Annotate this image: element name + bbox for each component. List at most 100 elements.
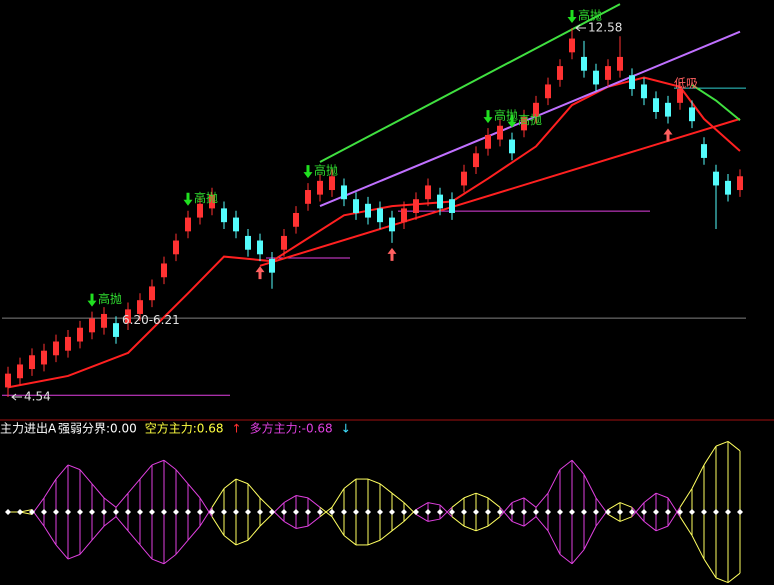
indicator-label: ↑ [232, 422, 242, 436]
osc-edge [379, 483, 393, 494]
candle-body [209, 194, 215, 209]
osc-edge-mirror [91, 483, 105, 499]
zero-dot [209, 509, 215, 515]
osc-edge-mirror [607, 513, 621, 522]
osc-edge [487, 497, 501, 508]
candle-body [77, 327, 83, 342]
zero-dot [185, 509, 191, 515]
osc-edge-mirror [703, 558, 717, 579]
zero-dot [53, 509, 59, 515]
candle-body [389, 217, 395, 232]
indicator-label: 多方主力:-0.68 [250, 421, 333, 436]
zero-dot [413, 509, 419, 515]
indicator-line [7, 76, 741, 389]
zero-dot [617, 509, 623, 515]
osc-edge [55, 544, 69, 560]
osc-edge-mirror [115, 492, 129, 508]
sell-arrow [507, 114, 517, 128]
zero-dot [689, 509, 695, 515]
osc-edge-mirror [103, 497, 117, 508]
candle-body [725, 180, 731, 195]
zero-dot [41, 509, 47, 515]
candle-body [317, 180, 323, 195]
buy-arrow [387, 247, 397, 261]
candle-body [329, 176, 335, 191]
osc-edge [199, 507, 213, 527]
candle-body [365, 203, 371, 218]
zero-dot [425, 509, 431, 515]
candle-body [521, 116, 527, 131]
osc-edge [427, 518, 441, 522]
osc-edge [187, 525, 201, 541]
osc-edge-mirror [187, 483, 201, 499]
label-arrow [575, 24, 586, 32]
candle-body [113, 323, 119, 337]
price-label: 4.54 [24, 390, 51, 404]
zero-dot [137, 509, 143, 515]
buy-arrow [255, 266, 265, 280]
zero-dot [497, 509, 503, 515]
zero-dot [437, 509, 443, 515]
zero-dot [89, 509, 95, 515]
osc-edge-mirror [691, 535, 705, 560]
osc-edge-mirror [547, 469, 561, 494]
osc-edge [643, 521, 657, 532]
candle-body [737, 176, 743, 191]
zero-dot [149, 509, 155, 515]
zero-dot [257, 509, 263, 515]
zero-dot [653, 509, 659, 515]
osc-edge-mirror [343, 535, 357, 546]
candle-body [233, 217, 239, 232]
zero-dot [353, 509, 359, 515]
zero-dot [77, 509, 83, 515]
candle-body [545, 84, 551, 99]
osc-edge-mirror [211, 516, 225, 536]
osc-edge [523, 516, 537, 527]
zero-dot [677, 509, 683, 515]
osc-edge-mirror [655, 492, 669, 499]
osc-edge-mirror [283, 495, 297, 504]
candle-body [485, 134, 491, 149]
osc-edge [235, 478, 249, 485]
annotation: 6.20-6.21 [122, 313, 180, 327]
osc-edge-mirror [523, 497, 537, 508]
zero-dot [293, 509, 299, 515]
zero-dot [317, 509, 323, 515]
zero-dot [101, 509, 107, 515]
candle-body [461, 171, 467, 186]
zero-dot [593, 509, 599, 515]
zero-dot [629, 509, 635, 515]
candle-body [425, 185, 431, 200]
zero-dot [557, 509, 563, 515]
candle-body [377, 208, 383, 223]
candle-body [173, 240, 179, 255]
candle-body [713, 171, 719, 186]
zero-dot [533, 509, 539, 515]
osc-edge-mirror [379, 530, 393, 541]
zero-dot [605, 509, 611, 515]
zero-dot [197, 509, 203, 515]
zero-dot [29, 509, 35, 515]
osc-edge [247, 483, 261, 499]
candle-body [473, 153, 479, 168]
osc-edge-mirror [235, 539, 249, 546]
osc-edge-mirror [223, 535, 237, 546]
zero-dot [713, 509, 719, 515]
annotation: 高抛 [518, 112, 542, 127]
sell-arrow [87, 293, 97, 307]
osc-edge [655, 525, 669, 532]
candle-body [449, 199, 455, 213]
osc-edge-mirror [175, 469, 189, 485]
zero-dot [401, 509, 407, 515]
zero-dot [221, 509, 227, 515]
zero-dot [473, 509, 479, 515]
indicator-label: ↓ [341, 422, 351, 436]
candle-body [677, 89, 683, 103]
candle-body [617, 56, 623, 71]
osc-edge-mirror [55, 464, 69, 480]
indicator-label: 强弱分界:0.00 [58, 422, 137, 436]
osc-edge-mirror [307, 497, 321, 508]
indicator-header: 主力进出A 强弱分界:0.00 空方主力:0.68 ↑ 多方主力:-0.68 ↓ [0, 421, 351, 436]
annotation: 高抛 [578, 8, 602, 23]
osc-edge [223, 478, 237, 489]
